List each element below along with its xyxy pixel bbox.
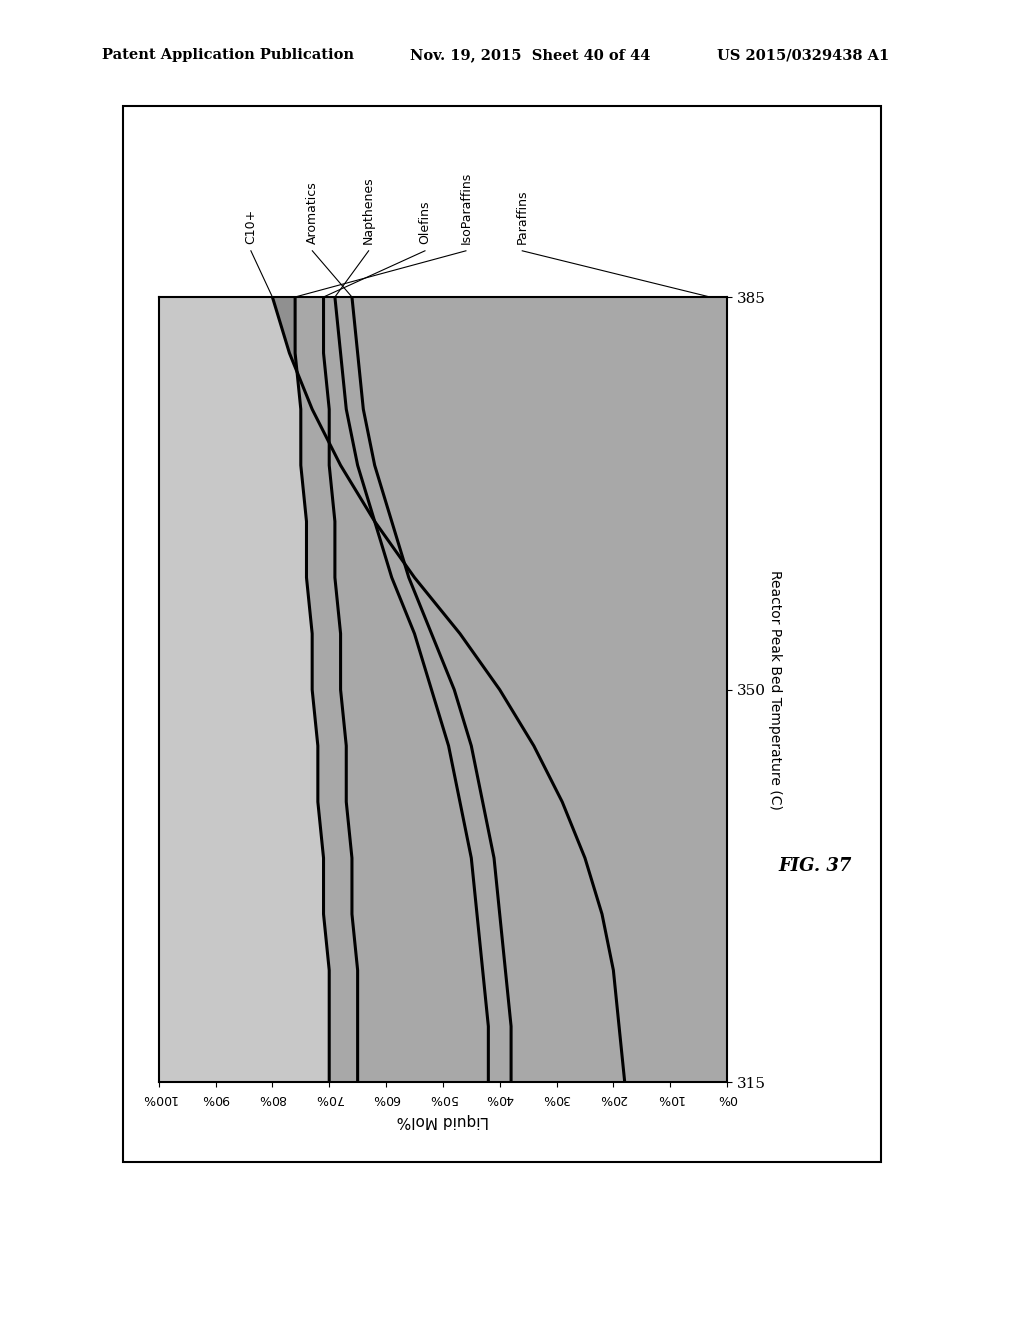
Text: Paraffins: Paraffins xyxy=(516,190,528,244)
Text: Napthenes: Napthenes xyxy=(362,177,375,244)
Text: Aromatics: Aromatics xyxy=(306,181,318,244)
Text: FIG. 37: FIG. 37 xyxy=(778,857,852,875)
X-axis label: Liquid Mol%: Liquid Mol% xyxy=(396,1114,489,1129)
Text: C10+: C10+ xyxy=(245,209,257,244)
Text: IsoParaffins: IsoParaffins xyxy=(460,172,472,244)
Text: Patent Application Publication: Patent Application Publication xyxy=(102,49,354,62)
Text: Olefins: Olefins xyxy=(419,201,431,244)
Text: Nov. 19, 2015  Sheet 40 of 44: Nov. 19, 2015 Sheet 40 of 44 xyxy=(410,49,650,62)
Text: US 2015/0329438 A1: US 2015/0329438 A1 xyxy=(717,49,889,62)
Y-axis label: Reactor Peak Bed Temperature (C): Reactor Peak Bed Temperature (C) xyxy=(768,570,782,809)
